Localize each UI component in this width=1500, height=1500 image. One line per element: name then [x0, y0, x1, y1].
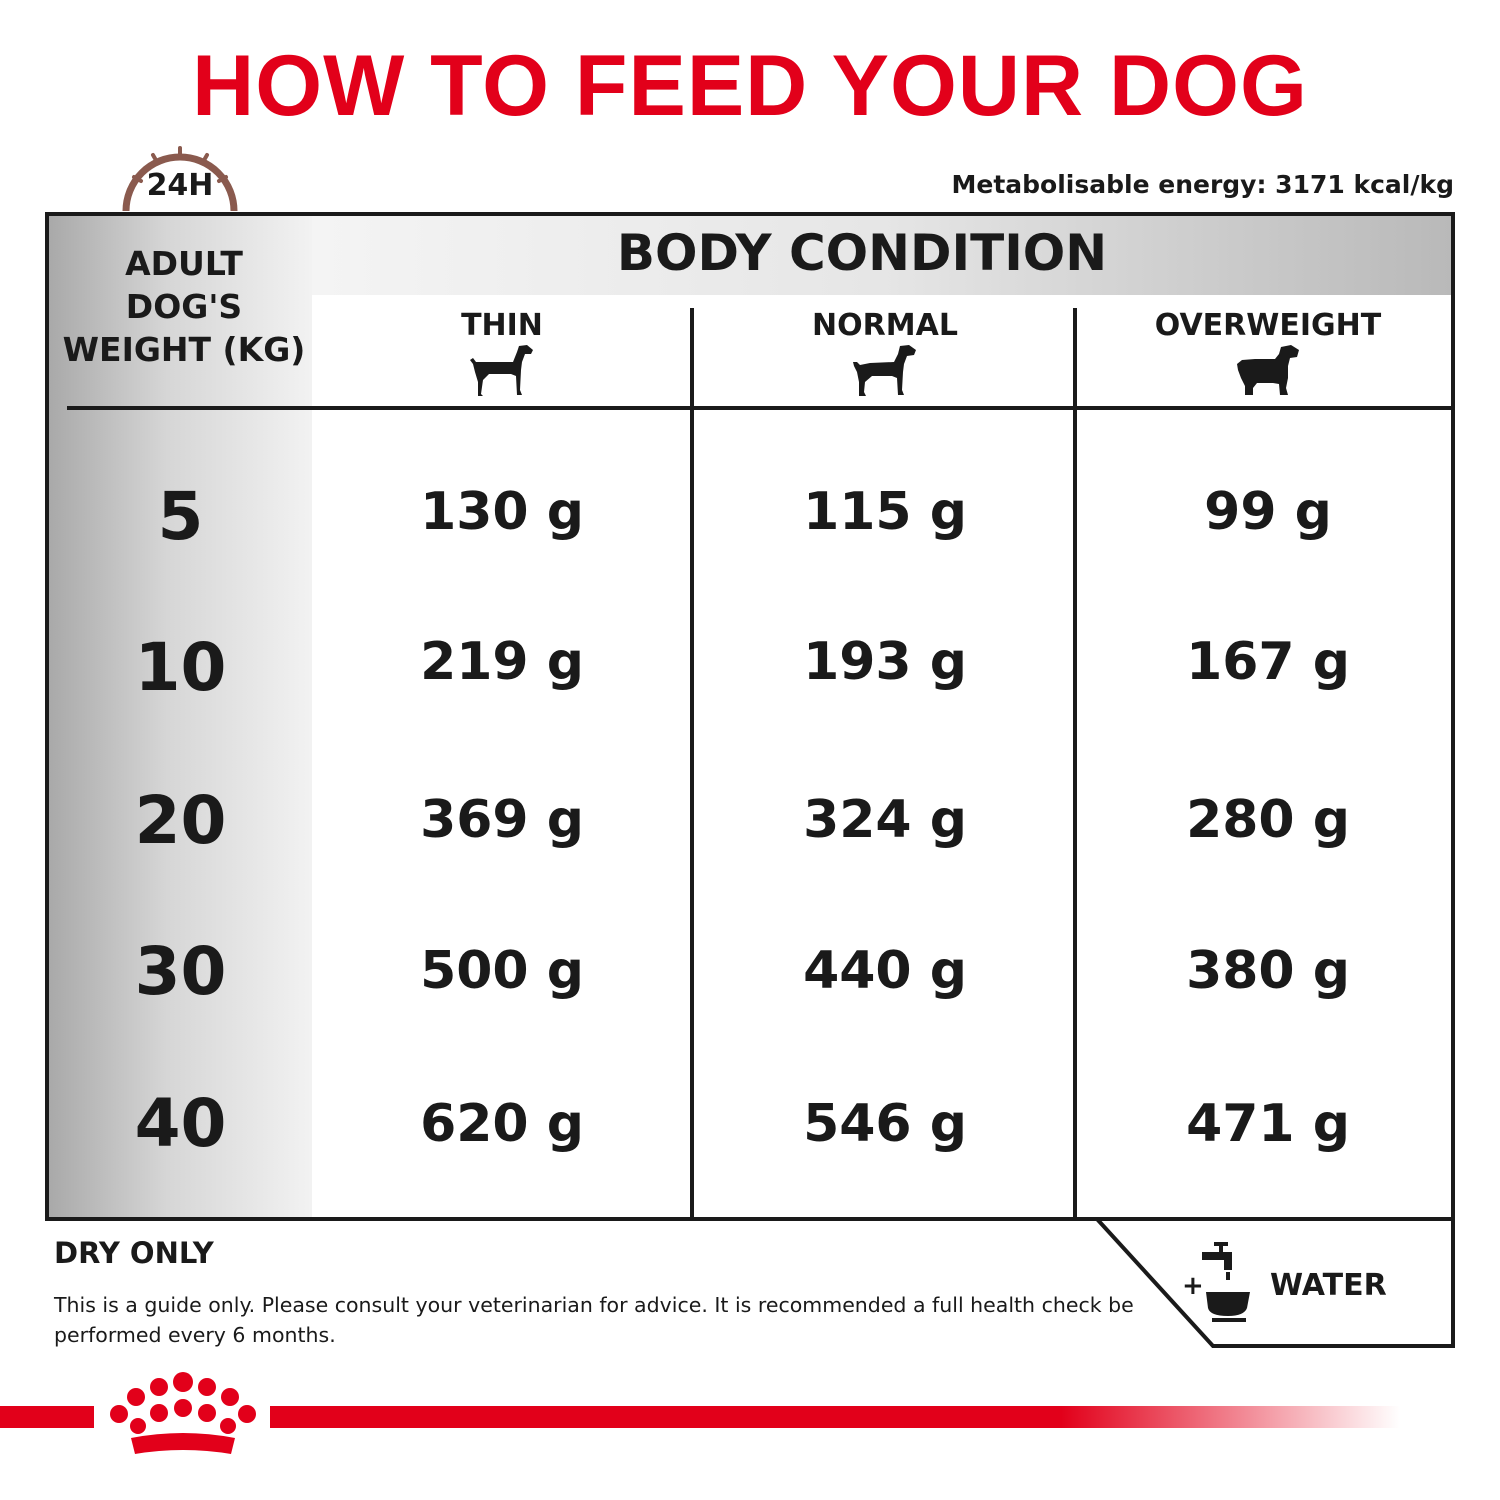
- normal-amount: 440 g: [803, 941, 967, 1001]
- body-condition-header-band: [312, 216, 1451, 295]
- row-weight: 40: [134, 1085, 227, 1162]
- overweight-amount: 99 g: [1204, 482, 1332, 542]
- thin-column-header: THIN: [461, 308, 543, 343]
- row-weight: 30: [134, 933, 227, 1010]
- thin-amount: 219 g: [420, 632, 584, 692]
- dry-only-label: DRY ONLY: [54, 1236, 214, 1270]
- overweight-column-header: OVERWEIGHT: [1154, 308, 1382, 343]
- weight-header-line-2: DOG'S: [125, 287, 243, 326]
- overweight-amount: 167 g: [1186, 632, 1350, 692]
- weight-header-line-1: ADULT: [125, 244, 243, 283]
- overweight-amount: 380 g: [1186, 941, 1350, 1001]
- column-divider: [1073, 308, 1077, 1217]
- thin-amount: 620 g: [420, 1094, 584, 1154]
- column-divider: [690, 308, 694, 1217]
- normal-amount: 115 g: [803, 482, 967, 542]
- overweight-amount: 471 g: [1186, 1094, 1350, 1154]
- page-title: HOW TO FEED YOUR DOG: [192, 38, 1308, 134]
- thin-amount: 500 g: [420, 941, 584, 1001]
- clock-icon: [122, 146, 238, 212]
- disclaimer-text: This is a guide only. Please consult you…: [54, 1293, 1134, 1347]
- brand-stripe-left: [0, 1406, 94, 1428]
- water-tap-icon: +: [1182, 1242, 1250, 1322]
- weight-header-line-3: WEIGHT (KG): [62, 330, 306, 369]
- weight-column-background: [49, 216, 312, 1217]
- metabolisable-energy: Metabolisable energy: 3171 kcal/kg: [951, 170, 1455, 199]
- crown-logo-icon: [110, 1372, 256, 1454]
- row-weight: 20: [134, 782, 227, 859]
- water-plus: +: [1182, 1271, 1204, 1301]
- overweight-amount: 280 g: [1186, 790, 1350, 850]
- water-label: WATER: [1270, 1268, 1387, 1303]
- brand-stripe-right: [270, 1406, 1400, 1428]
- thin-amount: 369 g: [420, 790, 584, 850]
- header-divider: [67, 406, 1451, 410]
- overweight-dog-icon: [1237, 345, 1299, 395]
- normal-amount: 546 g: [803, 1094, 967, 1154]
- row-weight: 10: [134, 629, 227, 706]
- weight-column-header: ADULT DOG'S WEIGHT (KG): [49, 242, 319, 371]
- body-condition-header: BODY CONDITION: [616, 224, 1108, 282]
- normal-dog-icon: [853, 345, 916, 396]
- normal-column-header: NORMAL: [812, 308, 958, 343]
- thin-dog-icon: [470, 345, 533, 396]
- row-weight: 5: [157, 478, 204, 555]
- water-panel: [1095, 1217, 1455, 1348]
- feeding-table: BODY CONDITION ADULT DOG'S WEIGHT (KG) T…: [45, 212, 1455, 1221]
- normal-amount: 193 g: [803, 632, 967, 692]
- normal-amount: 324 g: [803, 790, 967, 850]
- thin-amount: 130 g: [420, 482, 584, 542]
- clock-label: 24H: [146, 168, 214, 203]
